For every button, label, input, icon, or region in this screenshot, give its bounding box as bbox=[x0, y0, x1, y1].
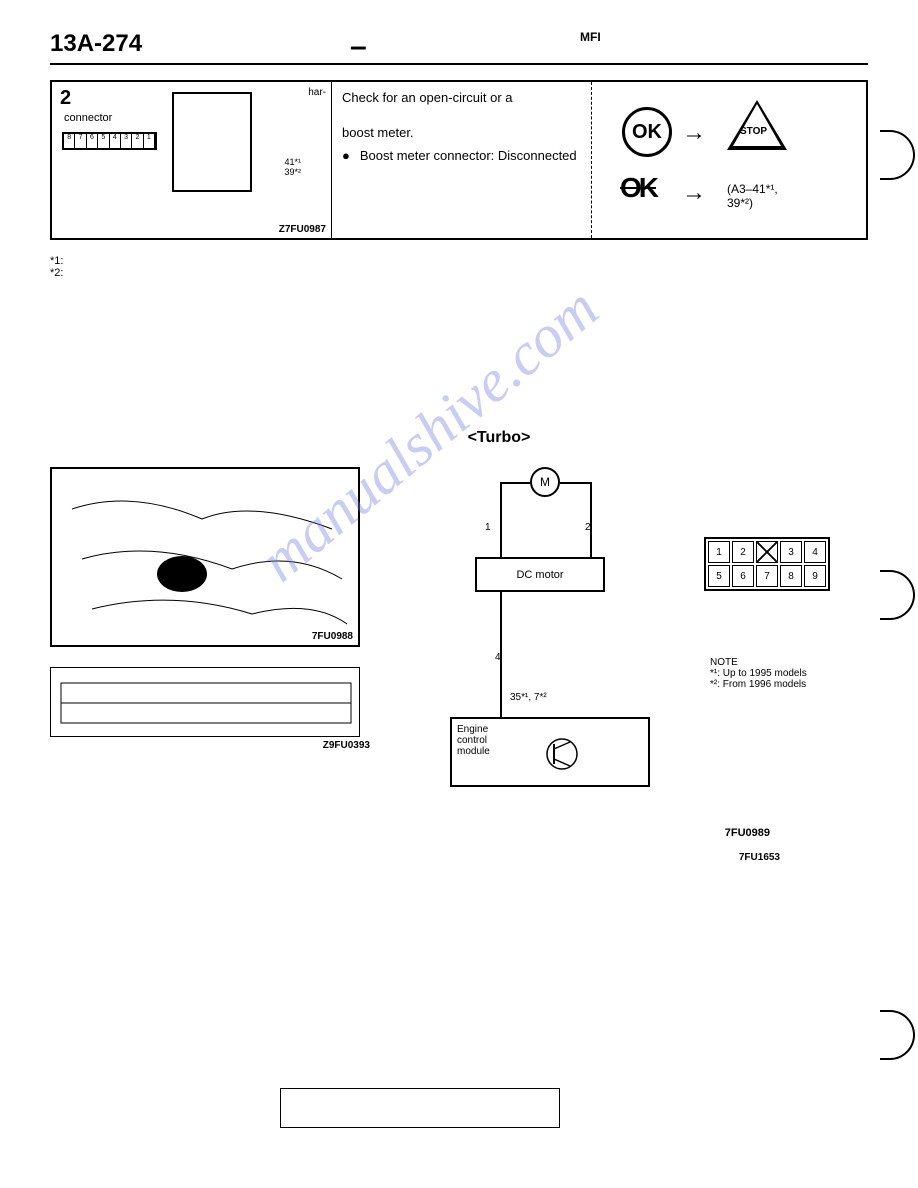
stop-label: STOP bbox=[740, 126, 767, 137]
instruction-cell: Check for an open-circuit or a boost met… bbox=[332, 82, 592, 238]
arrow-icon: → bbox=[682, 179, 706, 207]
bottom-box bbox=[280, 1088, 560, 1128]
diagram-cell: 2 connector har- 8 7 6 5 4 3 2 1 41*¹ 39… bbox=[52, 82, 332, 238]
instruction-title: Check for an open-circuit or a bbox=[342, 90, 581, 105]
component-code: 7FU0988 bbox=[312, 631, 353, 642]
section-label: MFI bbox=[580, 30, 601, 44]
schematic-code: 7FU0989 bbox=[725, 827, 770, 839]
note-1: *¹: Up to 1995 models bbox=[710, 668, 850, 679]
not-ok-icon: OK bbox=[620, 172, 656, 204]
pin-grid: 1 2 3 4 5 6 7 8 9 bbox=[704, 537, 830, 591]
result-cell: OK OK → → STOP (A3–41*¹, 39*²) bbox=[592, 82, 866, 238]
binding-mark bbox=[880, 130, 915, 180]
connector-diagram bbox=[50, 667, 360, 737]
page-code: 7FU1653 bbox=[739, 852, 780, 863]
footnote-1: *1: bbox=[50, 255, 868, 267]
pin-4-label: 4 bbox=[495, 652, 501, 663]
pin-35-label: 35*¹, 7*² bbox=[510, 692, 547, 703]
turbo-title: <Turbo> bbox=[130, 429, 868, 447]
pin-numbers: 41*¹ 39*² bbox=[284, 157, 301, 177]
binding-mark bbox=[880, 1010, 915, 1060]
motor-icon: M bbox=[530, 467, 560, 497]
step-2-row: 2 connector har- 8 7 6 5 4 3 2 1 41*¹ 39… bbox=[50, 80, 868, 240]
ok-icon: OK bbox=[622, 107, 672, 157]
connector-label: connector bbox=[64, 112, 112, 124]
instruction-sub: boost meter. bbox=[342, 125, 581, 140]
meter-icon bbox=[172, 92, 252, 192]
note-title: NOTE bbox=[710, 657, 850, 668]
note-2: *²: From 1996 models bbox=[710, 679, 850, 690]
turbo-section: <Turbo> 7FU0988 Z9FU0393 M bbox=[50, 429, 868, 797]
footnotes: *1: *2: bbox=[50, 255, 868, 279]
ecm-box: Engine control module bbox=[450, 717, 650, 787]
binding-mark bbox=[880, 570, 915, 620]
arrow-icon: → bbox=[682, 119, 706, 147]
transistor-icon bbox=[542, 734, 582, 774]
component-sketch bbox=[52, 469, 362, 649]
footnote-2: *2: bbox=[50, 267, 868, 279]
dc-motor-box: DC motor bbox=[475, 557, 605, 592]
schematic-column: M 1 2 DC motor 4 35*¹, 7*² Engine contro… bbox=[420, 467, 700, 797]
pin-1-label: 1 bbox=[485, 522, 491, 533]
figure-code: Z7FU0987 bbox=[279, 224, 326, 235]
page-number: 13A-274 bbox=[50, 30, 142, 58]
result-text: (A3–41*¹, 39*²) bbox=[727, 182, 778, 210]
note-box: NOTE *¹: Up to 1995 models *²: From 1996… bbox=[710, 657, 850, 690]
har-label: har- bbox=[308, 87, 326, 98]
step-number: 2 bbox=[60, 87, 71, 110]
pin-2-label: 2 bbox=[585, 522, 591, 533]
connector-pins: 8 7 6 5 4 3 2 1 bbox=[62, 132, 157, 150]
instruction-bullet: Boost meter connector: Disconnected bbox=[360, 148, 577, 163]
connector-code: Z9FU0393 bbox=[50, 740, 370, 751]
left-column: 7FU0988 Z9FU0393 bbox=[50, 467, 370, 797]
page-header: 13A-274 – MFI bbox=[50, 30, 868, 65]
component-image: 7FU0988 bbox=[50, 467, 360, 647]
header-dash: – bbox=[350, 30, 367, 64]
